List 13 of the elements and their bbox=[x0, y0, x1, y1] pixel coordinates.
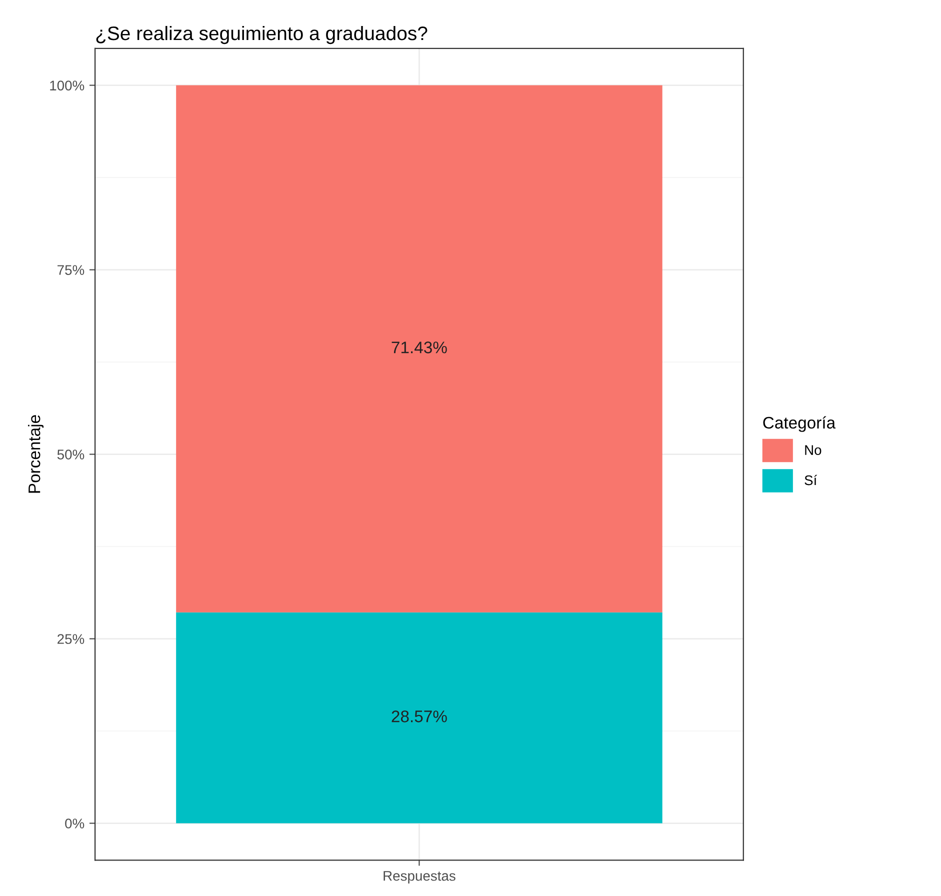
y-axis-title: Porcentaje bbox=[28, 415, 44, 493]
x-tick-label: Respuestas bbox=[384, 871, 456, 884]
y-tick-label: 50% bbox=[57, 450, 84, 460]
data-label: 71.43% bbox=[392, 342, 447, 354]
data-label: 28.57% bbox=[392, 710, 447, 722]
chart-title: ¿Se realiza seguimiento a graduados? bbox=[96, 26, 428, 44]
y-tick-label: 75% bbox=[58, 265, 84, 275]
y-tick-label: 0% bbox=[65, 818, 84, 828]
legend-label: No bbox=[805, 445, 822, 455]
legend-label: Sí bbox=[804, 474, 818, 486]
y-tick-label: 25% bbox=[58, 634, 84, 644]
y-tick-label: 100% bbox=[50, 80, 84, 90]
legend-title: Categoría bbox=[763, 416, 836, 432]
